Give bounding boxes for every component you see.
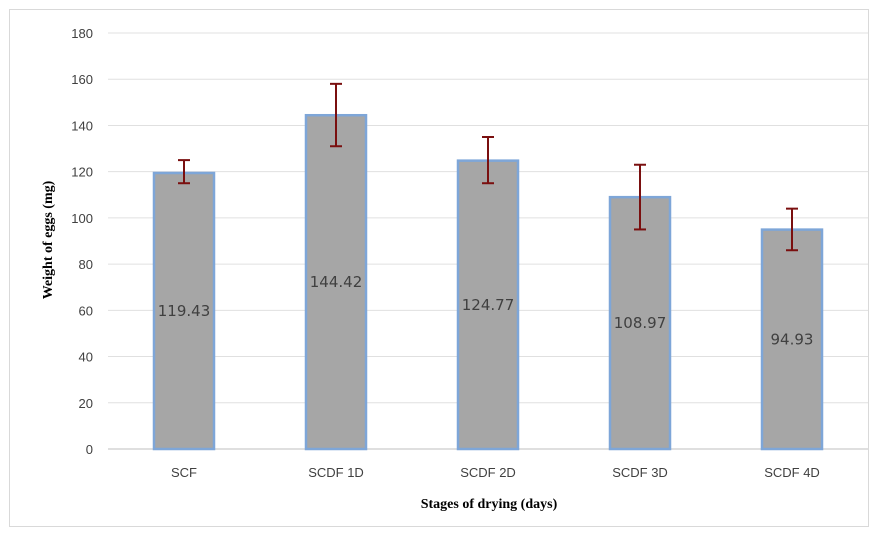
y-tick-label: 60: [79, 303, 93, 318]
y-tick-label: 40: [79, 350, 93, 365]
x-tick-label: SCDF 2D: [460, 465, 516, 480]
bar: [456, 159, 520, 451]
x-tick-label: SCDF 4D: [764, 465, 820, 480]
y-axis-title: Weight of eggs (mg): [41, 180, 56, 299]
x-tick-label: SCDF 1D: [308, 465, 364, 480]
data-label: 119.43: [158, 302, 211, 320]
error-bar: [330, 82, 342, 148]
error-bar: [634, 163, 646, 231]
x-axis-title: Stages of drying (days): [421, 497, 558, 512]
x-tick-label: SCF: [171, 465, 197, 480]
error-bar: [482, 136, 494, 185]
x-tick-labels: SCF SCDF 1D SCDF 2D SCDF 3D SCDF 4D: [171, 465, 820, 480]
y-tick-label: 140: [71, 118, 93, 133]
data-label: 144.42: [310, 273, 363, 291]
y-tick-label: 80: [79, 257, 93, 272]
error-bars: [178, 82, 798, 252]
bars: [152, 113, 824, 451]
y-tick-label: 0: [86, 442, 93, 457]
y-tick-labels: 0 20 40 60 80 100 120 140 160 180: [71, 26, 93, 457]
y-tick-label: 120: [71, 165, 93, 180]
data-label: 108.97: [614, 314, 667, 332]
data-label: 94.93: [771, 330, 814, 348]
error-bar: [786, 207, 798, 252]
y-tick-label: 180: [71, 26, 93, 41]
y-tick-label: 20: [79, 396, 93, 411]
y-tick-label: 100: [71, 211, 93, 226]
error-bar: [178, 159, 190, 185]
chart-frame: [9, 9, 869, 527]
data-labels: 119.43 144.42 124.77 108.97 94.93: [158, 273, 814, 348]
gridlines: [108, 32, 868, 450]
x-tick-label: SCDF 3D: [612, 465, 668, 480]
y-tick-label: 160: [71, 72, 93, 87]
bar: [760, 228, 824, 451]
bar: [608, 195, 672, 451]
data-label: 124.77: [462, 296, 515, 314]
bar: [304, 113, 368, 451]
